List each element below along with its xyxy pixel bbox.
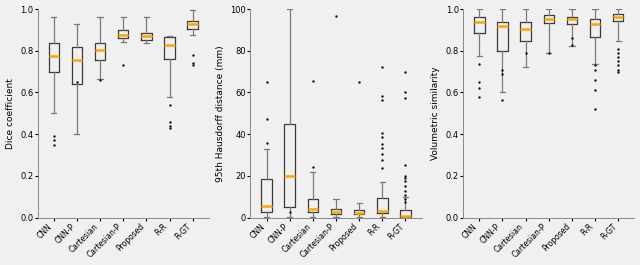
Point (377, 94, 387, 98)
Point (401, 69, 411, 74)
Point (497, 98, 508, 102)
Point (474, 62, 484, 67)
Point (401, 96, 411, 100)
Point (613, 55, 623, 59)
Point (377, 165, 387, 170)
Point (261, 140, 271, 145)
Point (590, 78, 600, 82)
Point (377, 131, 387, 135)
Point (401, 193, 411, 197)
Y-axis label: Dice coefficient: Dice coefficient (6, 78, 15, 149)
Y-axis label: Volumetric similarity: Volumetric similarity (431, 67, 440, 160)
Point (164, 103, 175, 107)
Point (377, 142, 387, 146)
Point (543, 51, 554, 55)
Point (95, 78, 105, 82)
Point (613, 63, 623, 68)
Point (164, 120, 175, 124)
Point (331, 14, 341, 19)
Point (49, 143, 59, 147)
Point (261, 116, 271, 121)
Point (474, 86, 484, 90)
Point (520, 51, 531, 55)
Point (377, 158, 387, 162)
Point (613, 59, 623, 63)
Point (188, 63, 198, 68)
Point (590, 63, 600, 68)
Point (401, 174, 411, 178)
Point (613, 51, 623, 55)
Point (308, 79, 318, 83)
Point (590, 107, 600, 111)
Point (401, 200, 411, 204)
Point (401, 176, 411, 180)
Point (49, 134, 59, 138)
Point (401, 188, 411, 193)
Point (164, 124, 175, 128)
Point (401, 197, 411, 201)
Point (401, 179, 411, 183)
Point (377, 98, 387, 102)
Point (188, 61, 198, 65)
Point (377, 146, 387, 150)
Point (188, 53, 198, 57)
Point (308, 164, 318, 169)
Point (613, 67, 623, 72)
Point (590, 88, 600, 92)
Point (590, 67, 600, 72)
Point (377, 65, 387, 70)
Point (613, 47, 623, 51)
Point (474, 95, 484, 99)
Point (567, 42, 577, 47)
Point (497, 72, 508, 76)
Point (49, 138, 59, 143)
Point (354, 80, 364, 84)
Point (474, 80, 484, 84)
Point (401, 90, 411, 95)
Point (497, 67, 508, 72)
Point (377, 152, 387, 156)
Point (377, 135, 387, 139)
Point (261, 80, 271, 84)
Point (72, 80, 82, 84)
Point (118, 63, 129, 68)
Point (613, 69, 623, 74)
Point (567, 36, 577, 40)
Point (285, 210, 295, 215)
Point (401, 184, 411, 188)
Point (164, 126, 175, 130)
Point (401, 163, 411, 167)
Y-axis label: 95th Hausdorff distance (mm): 95th Hausdorff distance (mm) (216, 45, 225, 182)
